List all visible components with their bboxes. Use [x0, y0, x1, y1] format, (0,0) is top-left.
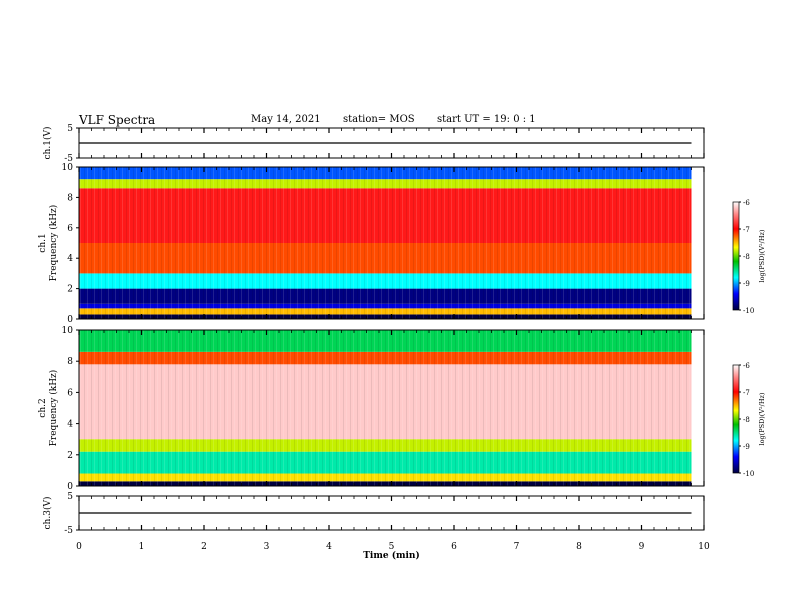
- y-tick-label: 8: [67, 357, 73, 367]
- y-tick-label: 2: [67, 451, 73, 461]
- y-tick-label: 8: [67, 193, 73, 203]
- y-tick-label: 6: [67, 388, 73, 398]
- x-tick-label: 9: [639, 542, 645, 552]
- y-axis-label: ch.1(V): [42, 127, 53, 160]
- y-tick-label: 2: [67, 285, 73, 295]
- colorbar-1: [732, 201, 740, 311]
- colorbar-tick-label: -7: [743, 226, 750, 234]
- y-tick-label: 4: [67, 420, 73, 430]
- y-tick-label: 10: [62, 326, 74, 336]
- x-tick-label: 8: [576, 542, 582, 552]
- y-tick-label: 10: [62, 163, 74, 173]
- colorbar-tick-label: -9: [743, 280, 750, 288]
- colorbar-tick-label: -8: [743, 253, 750, 261]
- y-axis-label: ch.3(V): [42, 497, 53, 530]
- y-tick-label: 5: [67, 492, 73, 502]
- x-tick-label: 4: [326, 542, 332, 552]
- x-tick-label: 6: [451, 542, 457, 552]
- colorbar-tick-label: -7: [743, 389, 750, 397]
- x-tick-label: 10: [698, 542, 710, 552]
- x-tick-label: 3: [264, 542, 270, 552]
- y-tick-label: -5: [64, 526, 73, 536]
- colorbar-label: log(PSD)(V²/Hz): [758, 392, 766, 445]
- station-label: station= MOS: [343, 114, 415, 125]
- x-tick-label: 5: [389, 542, 395, 552]
- spectrogram-texture-2: [79, 330, 692, 486]
- x-tick-label: 2: [201, 542, 207, 552]
- colorbar-tick-label: -10: [743, 470, 754, 478]
- y-tick-label: 5: [67, 124, 73, 134]
- x-tick-label: 7: [514, 542, 520, 552]
- spectrogram-texture-1: [79, 167, 692, 319]
- y-tick-label: -5: [64, 154, 73, 164]
- x-tick-label: 0: [76, 542, 82, 552]
- colorbar-tick-label: -8: [743, 416, 750, 424]
- y-axis-label: ch.2: [38, 398, 48, 417]
- y-tick-label: 0: [67, 482, 73, 492]
- colorbar-2: [732, 364, 740, 474]
- y-tick-label: 6: [67, 224, 73, 234]
- y-axis-label: Frequency (kHz): [48, 205, 59, 282]
- colorbar-tick-label: -10: [743, 307, 754, 315]
- chart-title: VLF Spectra: [79, 113, 156, 127]
- y-axis-label: ch.1: [38, 233, 48, 252]
- x-axis-label: Time (min): [363, 550, 420, 561]
- y-axis-label: Frequency (kHz): [48, 370, 59, 447]
- y-tick-label: 0: [67, 315, 73, 325]
- colorbar-tick-label: -6: [743, 362, 750, 370]
- x-tick-label: 1: [139, 542, 145, 552]
- colorbar-label: log(PSD)(V²/Hz): [758, 229, 766, 282]
- colorbar-tick-label: -9: [743, 443, 750, 451]
- date-label: May 14, 2021: [251, 114, 321, 125]
- colorbar-tick-label: -6: [743, 199, 750, 207]
- y-tick-label: 4: [67, 254, 73, 264]
- start-time-label: start UT = 19: 0 : 1: [437, 114, 536, 125]
